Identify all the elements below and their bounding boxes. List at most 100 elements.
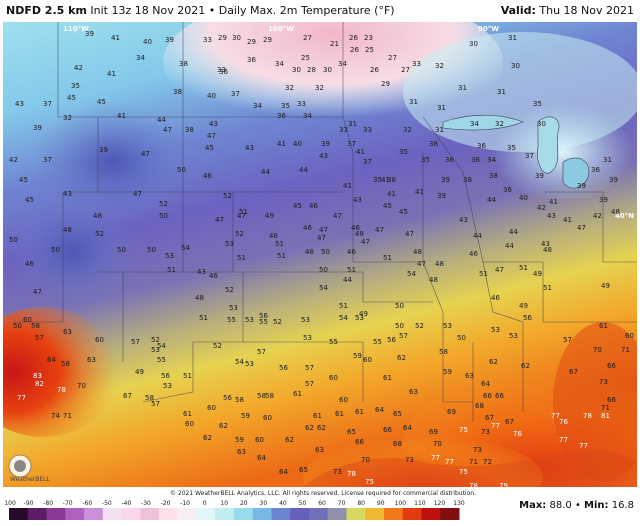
temperature-label: 31 — [435, 126, 444, 134]
scale-tick-label: 60 — [318, 500, 326, 507]
temperature-label: 44 — [299, 166, 308, 174]
scale-swatch — [440, 508, 460, 520]
temperature-label: 39 — [577, 182, 586, 190]
temperature-label: 26 — [370, 66, 379, 74]
temperature-label: 45 — [19, 176, 28, 184]
temperature-label: 36 — [445, 156, 454, 164]
temperature-label: 39 — [33, 124, 42, 132]
temperature-label: 46 — [469, 250, 478, 258]
lon-label-110: 110°W — [63, 25, 89, 33]
scale-tick-label: 130 — [453, 500, 465, 507]
temperature-label: 61 — [355, 408, 364, 416]
temperature-label: 33 — [339, 126, 348, 134]
temperature-label: 63 — [315, 446, 324, 454]
temperature-label: 83 — [33, 372, 42, 380]
temperature-label: 31 — [348, 120, 357, 128]
temperature-label: 49 — [519, 302, 528, 310]
temperature-label: 67 — [485, 414, 494, 422]
temperature-label: 35 — [507, 144, 516, 152]
longitude-labels: 110°W 100°W 90°W 40°N — [63, 25, 634, 220]
scale-swatch — [234, 508, 254, 520]
temperature-label: 43 — [547, 212, 556, 220]
scale-swatch — [159, 508, 179, 520]
temperature-label: 27 — [401, 66, 410, 74]
temperature-label: 71 — [621, 346, 630, 354]
temperature-label: 53 — [491, 326, 500, 334]
temperature-label: 43 — [209, 120, 218, 128]
temperature-label: 77 — [17, 394, 26, 402]
temperature-label: 59 — [241, 412, 250, 420]
temperature-label: 25 — [301, 54, 310, 62]
temperature-label: 48 — [543, 246, 552, 254]
scale-swatch — [384, 508, 404, 520]
temperature-label: 41 — [117, 112, 126, 120]
temperature-label: 48 — [429, 276, 438, 284]
temperature-label: 51 — [277, 252, 286, 260]
header-separator: • — [208, 4, 216, 17]
temperature-label: 67 — [505, 418, 514, 426]
temperature-label: 46 — [351, 224, 360, 232]
scale-swatch — [121, 508, 141, 520]
temperature-color-scale: -100-90-80-70-60-50-40-30-20-10010203040… — [5, 500, 465, 520]
temperature-label: 32 — [63, 114, 72, 122]
temperature-label: 53 — [163, 382, 172, 390]
scale-swatch — [196, 508, 216, 520]
temperature-label: 70 — [361, 456, 370, 464]
scale-tick-label: -70 — [63, 500, 73, 507]
temperature-label: 78 — [469, 482, 478, 487]
temperature-label: 65 — [303, 486, 312, 487]
temperature-label: 41 — [277, 140, 286, 148]
temperature-label: 53 — [509, 332, 518, 340]
temperature-label: 31 — [437, 104, 446, 112]
temperature-label: 56 — [387, 336, 396, 344]
valid-time-block: Valid: Thu 18 Nov 2021 — [501, 4, 634, 17]
temperature-label: 52 — [95, 230, 104, 238]
temperature-label: 40 — [207, 92, 216, 100]
valid-time: Thu 18 Nov 2021 — [539, 4, 634, 17]
temperature-label: 64 — [375, 406, 384, 414]
temperature-label: 55 — [227, 316, 236, 324]
temperature-label: 51 — [237, 254, 246, 262]
temperature-label: 63 — [237, 448, 246, 456]
temperature-label: 49 — [265, 212, 274, 220]
max-label: Max: — [519, 500, 547, 511]
temperature-label: 40 — [293, 140, 302, 148]
gulf-of-mexico — [303, 450, 637, 487]
temperature-label: 30 — [292, 66, 301, 74]
state-borders — [13, 22, 637, 422]
temperature-label: 77 — [445, 458, 454, 466]
temperature-label: 70 — [433, 440, 442, 448]
temperature-label: 77 — [579, 442, 588, 450]
temperature-label: 51 — [383, 254, 392, 262]
temperature-label: 34 — [275, 60, 284, 68]
temperature-label: 60 — [207, 404, 216, 412]
temperature-label: 50 — [319, 266, 328, 274]
temperature-label: 51 — [339, 302, 348, 310]
temperature-label: 73 — [481, 428, 490, 436]
temperature-label: 58 — [145, 394, 154, 402]
temperature-label: 45 — [97, 98, 106, 106]
temperature-label: 38 — [489, 172, 498, 180]
temperature-label: 62 — [305, 424, 314, 432]
temperature-label: 29 — [263, 36, 272, 44]
temperature-label: 51 — [519, 264, 528, 272]
temperature-label: 63 — [409, 388, 418, 396]
temperature-label: 81 — [601, 412, 610, 420]
temperature-label: 39 — [609, 176, 618, 184]
temperature-label: 77 — [551, 412, 560, 420]
temperature-label: 71 — [63, 412, 72, 420]
temperature-label: 45 — [383, 202, 392, 210]
temperature-label: 37 — [525, 152, 534, 160]
temperature-label: 55 — [259, 318, 268, 326]
temperature-label: 32 — [435, 62, 444, 70]
temperature-label: 65 — [299, 466, 308, 474]
temperature-label: 59 — [235, 436, 244, 444]
temperature-label: 36 — [503, 186, 512, 194]
temperature-label: 56 — [223, 394, 232, 402]
temperature-label: 54 — [181, 244, 190, 252]
scale-swatch — [27, 508, 47, 520]
product-name: Daily Max. 2m Temperature (°F) — [218, 4, 395, 17]
scale-swatch — [365, 508, 385, 520]
lake-huron — [562, 157, 590, 189]
temperature-label: 47 — [163, 126, 172, 134]
